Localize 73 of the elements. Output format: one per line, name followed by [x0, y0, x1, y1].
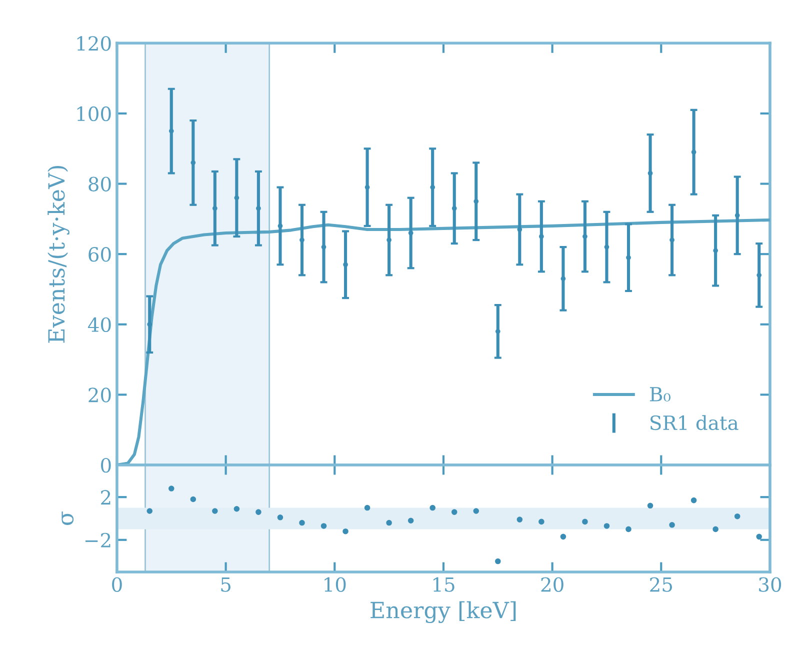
point [473, 508, 480, 514]
point [451, 509, 458, 515]
point [626, 526, 632, 532]
legend-label: B₀ [650, 387, 670, 402]
point [277, 514, 284, 520]
y-tick-label: 20 [88, 388, 111, 402]
point [364, 184, 370, 190]
point [452, 206, 457, 211]
point [147, 322, 152, 327]
point [517, 227, 522, 232]
point [386, 238, 392, 242]
x-axis-title: Energy [keV] [370, 601, 516, 624]
x-tick-label: 10 [324, 577, 346, 592]
x-tick-label: 5 [221, 577, 230, 592]
point [756, 272, 762, 278]
legend-label: SR1 data [650, 415, 738, 430]
point [713, 248, 718, 253]
point [256, 509, 262, 515]
point [430, 504, 436, 511]
x-tick-label: 30 [759, 577, 782, 592]
x-tick-label: 0 [112, 577, 122, 592]
x-tick-label: 25 [650, 577, 672, 592]
point [190, 496, 196, 502]
point [560, 534, 566, 540]
point [168, 128, 174, 134]
point [212, 508, 218, 514]
x-tick-label: 20 [541, 577, 564, 592]
point [756, 534, 762, 540]
point [560, 276, 566, 282]
y-tick-label: 40 [88, 317, 111, 332]
x-tick-label: 15 [433, 577, 454, 592]
point [234, 506, 240, 512]
point [516, 516, 523, 522]
point [582, 518, 588, 525]
point [408, 518, 414, 524]
point [320, 523, 327, 529]
y-tick-label: 100 [77, 106, 111, 122]
point [648, 170, 653, 176]
point [190, 160, 196, 166]
y-axis-title: σ [62, 512, 74, 525]
point [604, 523, 610, 529]
point [474, 198, 479, 204]
y-tick-label: 60 [88, 247, 111, 262]
point [430, 184, 436, 190]
point [712, 526, 718, 532]
point [538, 234, 544, 239]
point [691, 150, 696, 155]
y-tick-label: −2 [86, 532, 110, 548]
point [364, 504, 370, 511]
point [669, 522, 675, 528]
point [299, 520, 305, 526]
point [670, 238, 674, 242]
point [386, 520, 392, 526]
y-tick-label: 2 [101, 490, 110, 504]
point [321, 244, 326, 250]
point [234, 195, 240, 200]
point [408, 230, 414, 236]
point [342, 528, 348, 534]
point [278, 224, 283, 228]
point [647, 502, 654, 509]
point [168, 486, 174, 492]
y-axis-title: Events/(t·y·keV) [48, 166, 70, 343]
point [582, 234, 588, 239]
point [538, 518, 544, 525]
y-tick-label: 0 [101, 458, 111, 473]
point [604, 244, 610, 250]
point [146, 508, 153, 514]
point [300, 238, 304, 242]
point [495, 558, 501, 564]
point [734, 513, 740, 520]
point [690, 497, 697, 504]
y-tick-label: 80 [88, 176, 111, 192]
y-tick-label: 120 [77, 36, 111, 51]
